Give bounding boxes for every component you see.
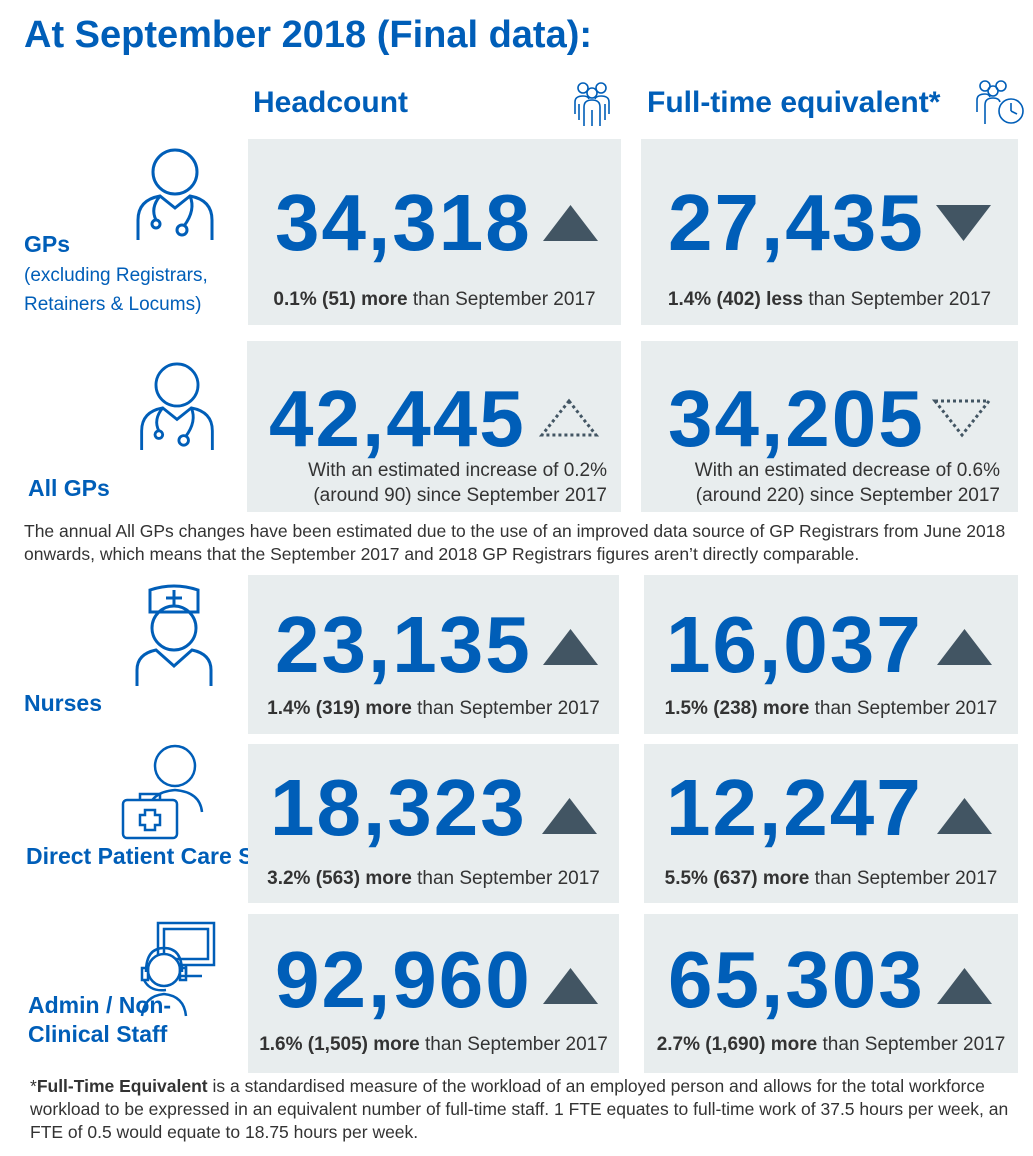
headcount-header: Headcount bbox=[253, 86, 409, 119]
stat-caption: 5.5% (637) more than September 2017 bbox=[644, 868, 1018, 890]
row-sublabel-gps: (excluding Registrars, Retainers & Locum… bbox=[24, 265, 208, 315]
stat-caption-rest: than September 2017 bbox=[417, 868, 600, 889]
stat-caption-rest: than September 2017 bbox=[822, 1034, 1006, 1055]
people-clock-icon bbox=[974, 78, 1026, 133]
footnote-text: is a standardised measure of the workloa… bbox=[30, 1076, 1009, 1142]
row-label-nurses: Nurses bbox=[24, 690, 102, 716]
fte-footnote: *Full-Time Equivalent is a standardised … bbox=[30, 1075, 1020, 1144]
stat-value: 12,247 bbox=[666, 763, 923, 852]
card-all-gps-headcount: 42,445 With an estimated increase of 0.2… bbox=[247, 341, 621, 512]
gp-stethoscope-icon bbox=[130, 146, 220, 247]
stat-caption-rest: than September 2017 bbox=[425, 1034, 608, 1055]
stat-direction: more bbox=[762, 698, 810, 719]
registrars-note: The annual All GPs changes have been est… bbox=[24, 521, 1006, 564]
stat-caption-line1: With an estimated increase of 0.2% bbox=[308, 460, 607, 481]
stat-caption-line2: (around 220) since September 2017 bbox=[695, 485, 1000, 506]
stat-change: 0.1% (51) bbox=[273, 289, 356, 310]
card-admin-headcount: 92,960 1.6% (1,505) more than September … bbox=[248, 914, 619, 1073]
trend-up-icon bbox=[937, 629, 992, 665]
stat-caption: 1.5% (238) more than September 2017 bbox=[644, 698, 1018, 720]
row-label-gps-text: GPs bbox=[24, 231, 71, 257]
stat-direction: more bbox=[373, 1034, 420, 1055]
trend-up-estimated-icon bbox=[538, 398, 600, 437]
stat-caption: With an estimated increase of 0.2% (arou… bbox=[308, 458, 607, 508]
trend-down-icon bbox=[936, 205, 991, 241]
headset-computer-icon bbox=[136, 920, 220, 1023]
stat-caption-rest: than September 2017 bbox=[814, 868, 998, 889]
stat-caption: 3.2% (563) more than September 2017 bbox=[248, 868, 619, 890]
stat-caption: 1.4% (402) less than September 2017 bbox=[641, 289, 1018, 311]
card-nurses-headcount: 23,135 1.4% (319) more than September 20… bbox=[248, 575, 619, 734]
stat-direction: more bbox=[365, 698, 412, 719]
stat-caption: 1.6% (1,505) more than September 2017 bbox=[248, 1034, 619, 1056]
footnote-term: Full-Time Equivalent bbox=[36, 1076, 208, 1096]
stat-change: 1.6% (1,505) bbox=[259, 1034, 368, 1055]
stat-value: 65,303 bbox=[668, 935, 925, 1024]
stat-caption-line1: With an estimated decrease of 0.6% bbox=[694, 460, 1000, 481]
first-aid-staff-icon bbox=[120, 744, 210, 849]
stat-direction: more bbox=[365, 868, 412, 889]
stat-change: 1.5% (238) bbox=[664, 698, 758, 719]
trend-up-icon bbox=[543, 629, 598, 665]
card-dpc-headcount: 18,323 3.2% (563) more than September 20… bbox=[248, 744, 619, 903]
card-all-gps-fte: 34,205 With an estimated decrease of 0.6… bbox=[641, 341, 1018, 512]
stat-value: 34,318 bbox=[275, 178, 532, 267]
row-label-direct-patient-care: Direct Patient Care Staff bbox=[26, 843, 290, 869]
card-admin-fte: 65,303 2.7% (1,690) more than September … bbox=[644, 914, 1018, 1073]
row-label-all-gps: All GPs bbox=[28, 475, 110, 501]
footnote-asterisk: * bbox=[30, 1076, 37, 1096]
trend-up-icon bbox=[542, 798, 597, 834]
gp-stethoscope-icon bbox=[134, 358, 220, 459]
stat-caption-rest: than September 2017 bbox=[417, 698, 600, 719]
trend-up-icon bbox=[543, 968, 598, 1004]
trend-up-icon bbox=[937, 968, 992, 1004]
stat-direction: more bbox=[762, 868, 810, 889]
stat-direction: more bbox=[770, 1034, 818, 1055]
nurse-icon bbox=[134, 582, 214, 693]
stat-change: 2.7% (1,690) bbox=[656, 1034, 766, 1055]
stat-caption-line2: (around 90) since September 2017 bbox=[313, 485, 607, 506]
trend-down-estimated-icon bbox=[931, 399, 993, 438]
row-label-gps: GPs (excluding Registrars, Retainers & L… bbox=[24, 230, 234, 317]
trend-up-icon bbox=[543, 205, 598, 241]
page-title: At September 2018 (Final data): bbox=[24, 14, 593, 56]
stat-value: 18,323 bbox=[270, 763, 527, 852]
stat-change: 1.4% (319) bbox=[267, 698, 361, 719]
trend-up-icon bbox=[937, 798, 992, 834]
people-group-icon bbox=[570, 80, 614, 133]
stat-change: 1.4% (402) bbox=[667, 289, 761, 310]
stat-caption-rest: than September 2017 bbox=[412, 289, 596, 310]
stat-change: 5.5% (637) bbox=[664, 868, 758, 889]
stat-caption-rest: than September 2017 bbox=[808, 289, 992, 310]
card-gps-headcount: 34,318 0.1% (51) more than September 201… bbox=[248, 139, 621, 325]
stat-caption: With an estimated decrease of 0.6% (arou… bbox=[695, 458, 1000, 508]
stat-direction: more bbox=[361, 289, 408, 310]
stat-change: 3.2% (563) bbox=[267, 868, 361, 889]
stat-value: 34,205 bbox=[668, 374, 925, 463]
card-dpc-fte: 12,247 5.5% (637) more than September 20… bbox=[644, 744, 1018, 903]
card-nurses-fte: 16,037 1.5% (238) more than September 20… bbox=[644, 575, 1018, 734]
stat-caption: 1.4% (319) more than September 2017 bbox=[248, 698, 619, 720]
fte-header: Full-time equivalent* bbox=[647, 86, 941, 119]
stat-value: 42,445 bbox=[269, 374, 526, 463]
stat-direction: less bbox=[766, 289, 804, 310]
stat-caption-rest: than September 2017 bbox=[814, 698, 998, 719]
row-label-admin: Admin / Non-Clinical Staff bbox=[28, 992, 172, 1047]
card-gps-fte: 27,435 1.4% (402) less than September 20… bbox=[641, 139, 1018, 325]
stat-value: 23,135 bbox=[275, 600, 532, 689]
stat-caption: 2.7% (1,690) more than September 2017 bbox=[644, 1034, 1018, 1056]
stat-value: 27,435 bbox=[668, 178, 925, 267]
stat-caption: 0.1% (51) more than September 2017 bbox=[248, 289, 621, 311]
stat-value: 92,960 bbox=[275, 935, 532, 1024]
stat-value: 16,037 bbox=[666, 600, 923, 689]
